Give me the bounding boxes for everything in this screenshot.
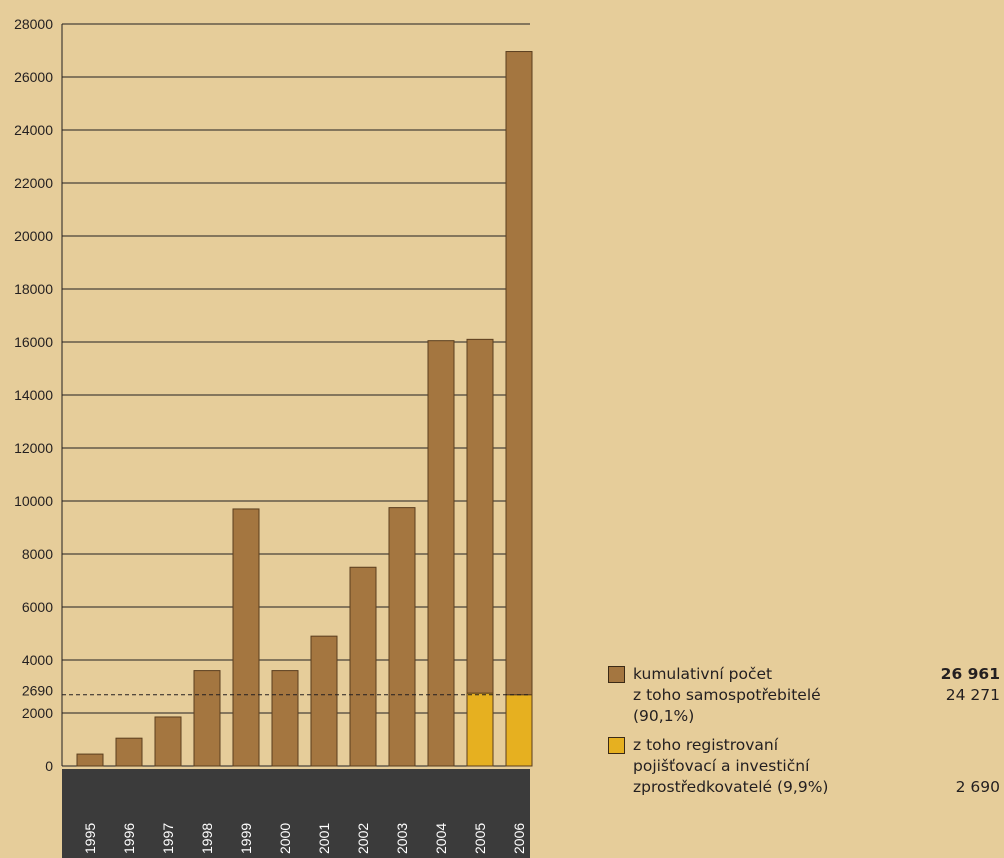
legend-label-line3: zprostředkovatelé (9,9%) (633, 778, 829, 796)
bar-highlight-2006 (505, 694, 533, 767)
legend-label: kumulativní počet (633, 665, 773, 683)
y-tick-label: 4000 (22, 652, 53, 668)
legend-label: z toho registrovaní (633, 736, 779, 754)
bar-1996 (115, 737, 143, 767)
bar-highlight-2005 (466, 692, 494, 767)
x-tick-label: 1997 (160, 823, 176, 854)
legend-swatch-gold (608, 737, 625, 754)
y-tick-label: 14000 (14, 387, 53, 403)
y-tick-label: 2000 (22, 705, 53, 721)
legend-value: 26 961 (940, 665, 1000, 683)
y-tick-label: 12000 (14, 440, 53, 456)
legend-swatch-brown (608, 666, 625, 683)
bars (76, 51, 533, 767)
legend: kumulativní počet 26 961 z toho samospot… (608, 664, 1004, 798)
bar-1997 (154, 716, 182, 767)
legend-item-self-consumers: z toho samospotřebitelé 24 271 (90,1%) (608, 685, 1004, 727)
y-tick-label: 0 (45, 758, 53, 774)
x-tick-label: 2002 (355, 823, 371, 854)
reference-line: 2690 (22, 683, 530, 699)
y-tick-label: 28000 (14, 16, 53, 32)
legend-label: z toho samospotřebitelé (633, 686, 821, 704)
y-tick-label: 10000 (14, 493, 53, 509)
y-tick-label: 22000 (14, 175, 53, 191)
legend-item-cumulative: kumulativní počet 26 961 (608, 664, 1004, 685)
y-tick-label: 24000 (14, 122, 53, 138)
bar-1999 (232, 508, 260, 767)
legend-value: 24 271 (945, 686, 1000, 704)
x-tick-label: 1999 (238, 823, 254, 854)
x-axis-ticks: 1995 1996 1997 1998 1999 2000 2001 2002 2003 2004… (82, 823, 527, 854)
legend-label-line2: pojišťovací a investiční (633, 757, 810, 775)
x-tick-label: 1996 (121, 823, 137, 854)
bar-2006 (505, 51, 533, 696)
x-tick-label: 2003 (394, 823, 410, 854)
bar-1995 (76, 753, 104, 767)
bar-2003 (388, 507, 416, 767)
reference-line-label: 2690 (22, 683, 53, 699)
bar-2002 (349, 566, 377, 767)
x-tick-label: 2001 (316, 823, 332, 854)
x-tick-label: 2006 (511, 823, 527, 854)
y-tick-label: 26000 (14, 69, 53, 85)
x-tick-label: 2005 (472, 823, 488, 854)
bar-2001 (310, 635, 338, 767)
bar-2005 (466, 338, 494, 694)
gridlines (61, 23, 530, 767)
bar-chart: 0 2000 4000 6000 8000 10000 12000 14000 16000 180… (14, 16, 533, 858)
legend-item-intermediaries: z toho registrovaní pojišťovací a invest… (608, 735, 1004, 798)
y-tick-label: 8000 (22, 546, 53, 562)
y-tick-label: 16000 (14, 334, 53, 350)
x-tick-label: 1995 (82, 823, 98, 854)
bar-2004 (427, 340, 455, 767)
y-tick-label: 18000 (14, 281, 53, 297)
y-tick-label: 6000 (22, 599, 53, 615)
x-tick-label: 1998 (199, 823, 215, 854)
y-axis-ticks: 0 2000 4000 6000 8000 10000 12000 14000 16000 180… (14, 16, 53, 774)
legend-label-line2: (90,1%) (633, 707, 695, 725)
bar-2000 (271, 670, 299, 767)
x-axis-band (62, 769, 530, 858)
x-tick-label: 2004 (433, 823, 449, 854)
y-tick-label: 20000 (14, 228, 53, 244)
legend-value: 2 690 (955, 778, 1000, 796)
x-tick-label: 2000 (277, 823, 293, 854)
bar-1998 (193, 670, 221, 767)
